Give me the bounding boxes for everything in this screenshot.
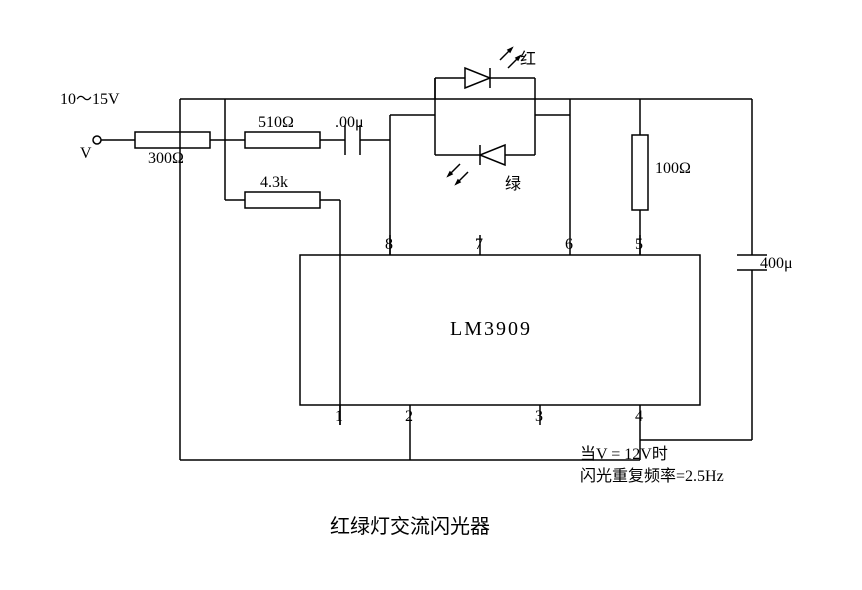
input-terminal-label: V (80, 145, 92, 163)
note-line2: 闪光重复频率=2.5Hz (580, 462, 724, 486)
pin-2: 2 (405, 408, 413, 426)
c2-label: 400μ (760, 255, 793, 273)
pin-7: 7 (475, 236, 483, 254)
diagram-title: 红绿灯交流闪光器 (330, 510, 490, 539)
pin-6: 6 (565, 236, 573, 254)
input-voltage-label: 10～15V (60, 85, 120, 109)
r1-label: 300Ω (148, 150, 184, 168)
circuit-diagram (0, 0, 862, 590)
led-red-label: 红 (520, 45, 536, 69)
r3-label: 4.3k (260, 174, 288, 192)
pin-5: 5 (635, 236, 643, 254)
pin-8: 8 (385, 236, 393, 254)
r2-label: 510Ω (258, 114, 294, 132)
c1-label: .00μ (335, 114, 364, 132)
pin-1: 1 (335, 408, 343, 426)
note-line1: 当V = 12V时 (580, 440, 668, 464)
led-green-label: 绿 (505, 170, 521, 194)
pin-3: 3 (535, 408, 543, 426)
pin-4: 4 (635, 408, 643, 426)
ic-label: LM3909 (450, 318, 532, 341)
r4-label: 100Ω (655, 160, 691, 178)
